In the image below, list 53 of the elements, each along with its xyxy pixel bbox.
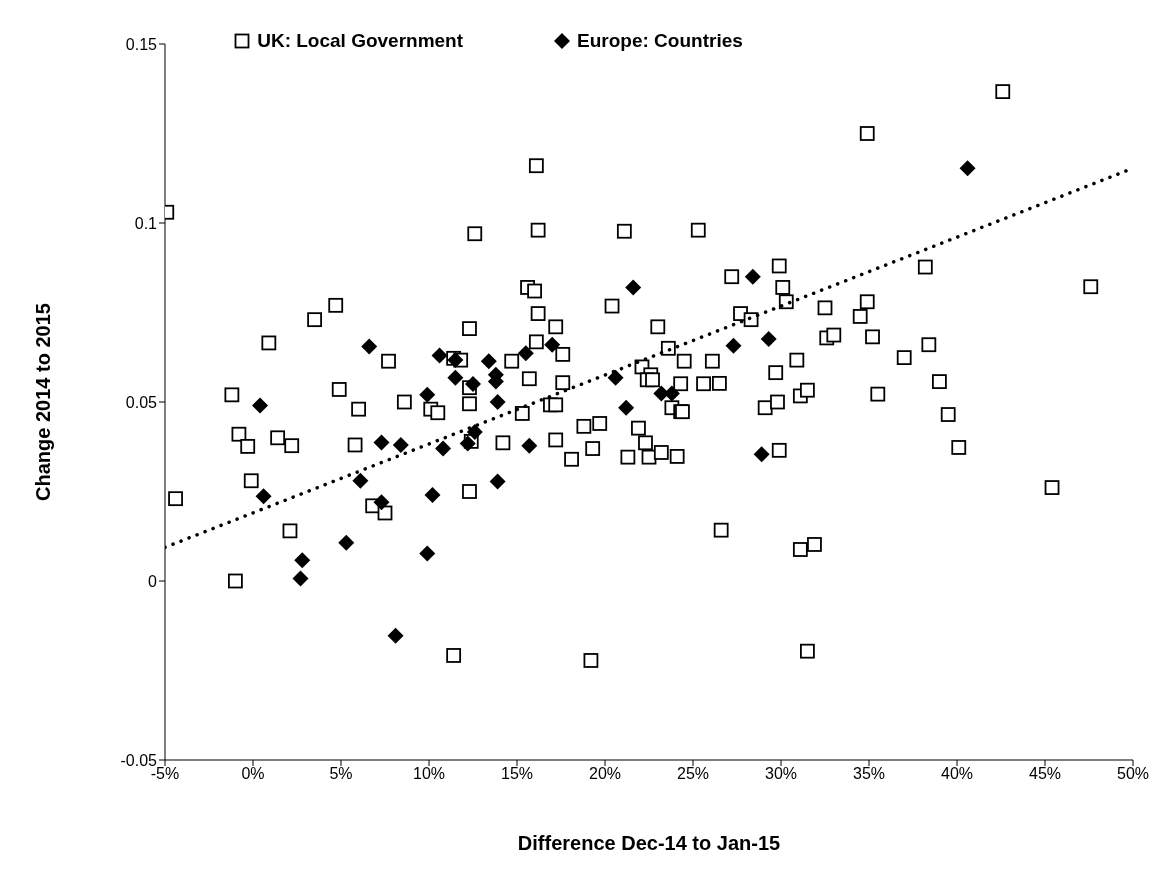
point <box>489 394 506 410</box>
point <box>338 534 355 551</box>
point <box>387 627 404 644</box>
point <box>544 336 561 353</box>
point <box>352 472 369 489</box>
point <box>419 386 436 403</box>
x-tick-label: 20% <box>588 765 622 783</box>
point <box>744 268 761 285</box>
point <box>959 160 976 177</box>
point <box>607 369 624 386</box>
x-axis-title: Difference Dec-14 to Jan-15 <box>517 832 781 854</box>
point <box>373 434 390 451</box>
point <box>618 399 635 416</box>
point <box>435 440 452 457</box>
x-tick-label: 15% <box>500 765 534 783</box>
point <box>431 347 448 364</box>
point <box>489 473 506 490</box>
legend-label: UK: Local Government <box>257 30 464 52</box>
x-tick-label: 0% <box>241 765 265 783</box>
point <box>725 337 742 354</box>
point <box>480 353 497 370</box>
y-axis-title: Change 2014 to 2015 <box>32 303 55 501</box>
point <box>419 545 436 562</box>
x-tick-label: 10% <box>412 765 446 783</box>
x-tick-label: 5% <box>329 765 353 783</box>
point <box>361 338 378 355</box>
point <box>760 330 777 347</box>
y-tick-label: 0.05 <box>125 393 158 411</box>
point <box>392 436 409 453</box>
point <box>447 369 464 386</box>
x-tick-label: 30% <box>764 765 798 783</box>
point <box>465 376 481 393</box>
y-tick-label: 0.15 <box>125 35 158 53</box>
y-tick-label: 0.1 <box>134 214 158 232</box>
x-tick-label: 50% <box>1116 765 1150 783</box>
point <box>521 437 538 454</box>
point <box>424 487 441 504</box>
x-tick-label: 35% <box>852 765 886 783</box>
point <box>255 488 272 505</box>
point <box>294 552 311 569</box>
x-tick-label: 40% <box>940 765 974 783</box>
point <box>517 345 534 362</box>
point <box>625 279 642 296</box>
x-tick-label: 45% <box>1028 765 1062 783</box>
point <box>373 494 390 511</box>
point <box>252 397 269 414</box>
point <box>292 570 309 587</box>
point <box>459 435 476 452</box>
point <box>753 446 770 463</box>
point <box>466 424 483 441</box>
legend-label: Europe: Countries <box>577 30 743 52</box>
y-tick-label: 0 <box>148 572 158 590</box>
x-tick-label: 25% <box>676 765 710 783</box>
